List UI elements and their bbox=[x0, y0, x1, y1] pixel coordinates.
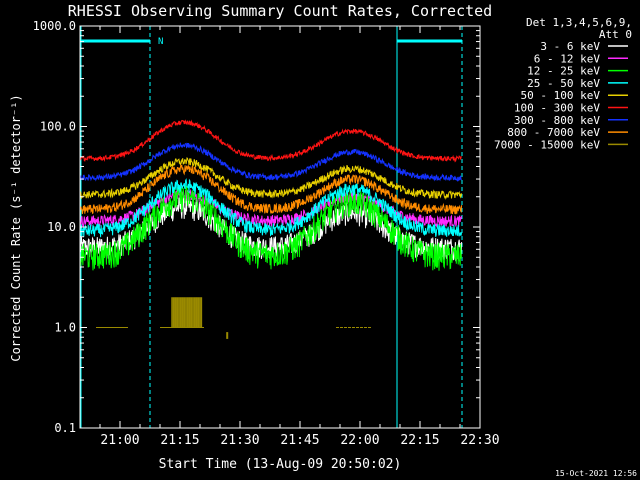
x-tick-label: 22:30 bbox=[460, 433, 499, 448]
x-axis-label: Start Time (13-Aug-09 20:50:02) bbox=[159, 457, 402, 472]
y-tick-label: 1000.0 bbox=[33, 19, 76, 33]
y-tick-label: 10.0 bbox=[47, 220, 76, 234]
series-line bbox=[79, 157, 463, 200]
series-3 bbox=[79, 178, 463, 238]
saa-label: N bbox=[158, 37, 163, 47]
series-4 bbox=[79, 157, 463, 200]
series-group bbox=[79, 119, 463, 339]
series-line bbox=[79, 178, 463, 238]
legend-label: 7000 - 15000 keV bbox=[494, 138, 600, 151]
y-tick-label: 100.0 bbox=[40, 120, 76, 134]
legend-label: 6 - 12 keV bbox=[534, 52, 601, 65]
legend-label: 100 - 300 keV bbox=[514, 102, 600, 115]
y-axis-label: Corrected Count Rate (s⁻¹ detector⁻¹) bbox=[9, 94, 23, 361]
x-tick-label: 22:15 bbox=[400, 433, 439, 448]
y-tick-label: 0.1 bbox=[54, 421, 76, 435]
series-7000-15000-kev bbox=[96, 297, 372, 339]
x-tick-label: 21:15 bbox=[160, 433, 199, 448]
legend-label: 25 - 50 keV bbox=[527, 77, 600, 90]
series-line bbox=[79, 185, 463, 271]
series-line bbox=[79, 164, 463, 215]
series-5 bbox=[79, 119, 462, 163]
legend-header: Att 0 bbox=[599, 28, 632, 41]
legend-label: 50 - 100 keV bbox=[521, 89, 601, 102]
y-tick-label: 1.0 bbox=[54, 321, 76, 335]
x-tick-label: 21:30 bbox=[220, 433, 259, 448]
legend-label: 800 - 7000 keV bbox=[507, 126, 600, 139]
series-6 bbox=[79, 142, 462, 182]
series-line bbox=[79, 142, 462, 182]
x-tick-label: 22:00 bbox=[340, 433, 379, 448]
legend-header: Det 1,3,4,5,6,9, bbox=[526, 16, 632, 29]
x-tick-label: 21:45 bbox=[280, 433, 319, 448]
series-7 bbox=[79, 164, 463, 215]
legend-label: 3 - 6 keV bbox=[540, 40, 600, 53]
series-line bbox=[79, 119, 462, 163]
axes: 1000.0 100.0 10.0 1.0 0.1 21:00 21:15 21:30 21:4… bbox=[33, 19, 500, 448]
series-2 bbox=[79, 185, 463, 271]
chart-title: RHESSI Observing Summary Count Rates, Co… bbox=[68, 2, 492, 20]
footer-timestamp: 15-Oct-2021 12:56 bbox=[555, 469, 637, 478]
x-tick-label: 21:00 bbox=[100, 433, 139, 448]
legend-label: 12 - 25 keV bbox=[527, 65, 600, 78]
legend-label: 300 - 800 keV bbox=[514, 114, 600, 127]
